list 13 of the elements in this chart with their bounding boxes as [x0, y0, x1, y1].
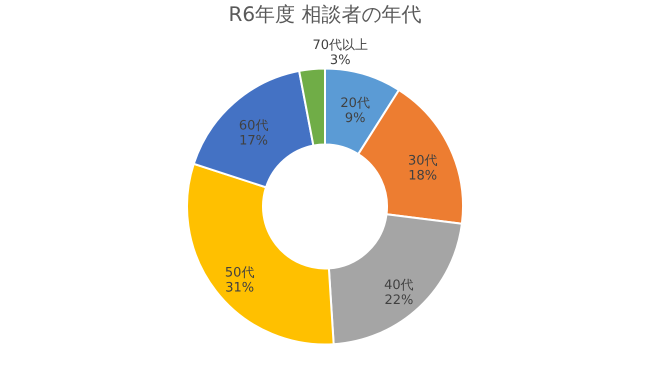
- data-label: 18%: [408, 168, 438, 184]
- slice-label: 30代: [408, 154, 438, 169]
- slice-label: 70代以上: [312, 38, 368, 54]
- data-label: 22%: [384, 293, 414, 308]
- chart-title: R6年度 相談者の年代: [228, 2, 422, 26]
- data-label: 17%: [239, 133, 268, 148]
- data-label: 3%: [330, 53, 351, 68]
- slice-label: 50代: [224, 266, 254, 281]
- data-label: 9%: [344, 110, 366, 126]
- slice-label: 60代: [238, 118, 268, 134]
- data-label: 31%: [225, 280, 254, 296]
- slice-label: 20代: [340, 96, 370, 111]
- slice-label: 40代: [384, 278, 414, 294]
